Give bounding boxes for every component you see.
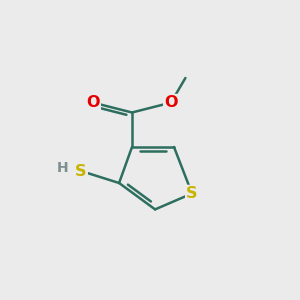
- Text: O: O: [164, 95, 178, 110]
- Text: S: S: [186, 186, 198, 201]
- Text: S: S: [75, 164, 87, 178]
- Text: O: O: [86, 95, 100, 110]
- Text: H: H: [57, 161, 68, 175]
